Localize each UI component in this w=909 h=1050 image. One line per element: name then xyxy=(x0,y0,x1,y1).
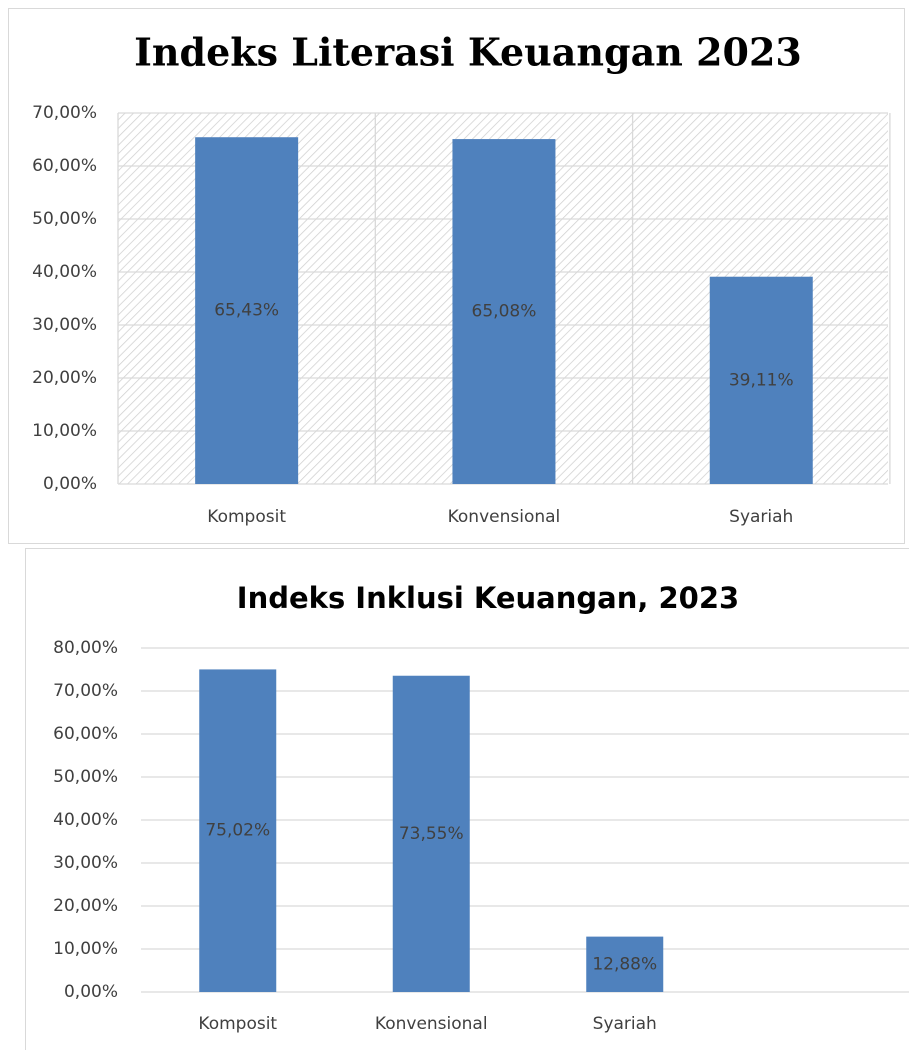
x-tick-label: Syariah xyxy=(729,507,793,527)
y-tick-label: 40,00% xyxy=(53,810,118,830)
y-tick-label: 40,00% xyxy=(32,262,97,282)
y-tick-label: 0,00% xyxy=(43,474,97,494)
value-label: 75,02% xyxy=(205,821,270,841)
y-tick-label: 50,00% xyxy=(53,767,118,787)
value-label: 65,08% xyxy=(472,302,537,322)
y-tick-label: 10,00% xyxy=(53,939,118,959)
chart-title: Indeks Inklusi Keuangan, 2023 xyxy=(237,581,739,615)
value-label: 39,11% xyxy=(729,370,794,390)
y-tick-label: 70,00% xyxy=(53,681,118,701)
bar xyxy=(199,669,277,992)
bar xyxy=(392,675,470,992)
y-tick-label: 80,00% xyxy=(53,638,118,658)
y-tick-label: 70,00% xyxy=(32,103,97,123)
bar xyxy=(452,139,556,485)
value-label: 73,55% xyxy=(399,824,464,844)
y-tick-label: 20,00% xyxy=(32,368,97,388)
chart-title: Indeks Literasi Keuangan 2023 xyxy=(134,30,802,75)
y-tick-label: 10,00% xyxy=(32,421,97,441)
x-tick-label: Komposit xyxy=(198,1014,277,1034)
bar xyxy=(586,936,664,992)
x-tick-label: Komposit xyxy=(207,507,286,527)
y-tick-label: 60,00% xyxy=(53,724,118,744)
value-label: 65,43% xyxy=(214,301,279,321)
x-tick-label: Konvensional xyxy=(375,1014,488,1034)
y-tick-label: 0,00% xyxy=(64,982,118,1002)
y-tick-label: 30,00% xyxy=(32,315,97,335)
bar xyxy=(195,137,299,484)
x-tick-label: Syariah xyxy=(593,1014,657,1034)
bar xyxy=(709,276,813,484)
value-label: 12,88% xyxy=(592,954,657,974)
x-tick-label: Konvensional xyxy=(448,507,561,527)
y-tick-label: 60,00% xyxy=(32,156,97,176)
y-tick-label: 50,00% xyxy=(32,209,97,229)
y-tick-label: 20,00% xyxy=(53,896,118,916)
y-tick-label: 30,00% xyxy=(53,853,118,873)
